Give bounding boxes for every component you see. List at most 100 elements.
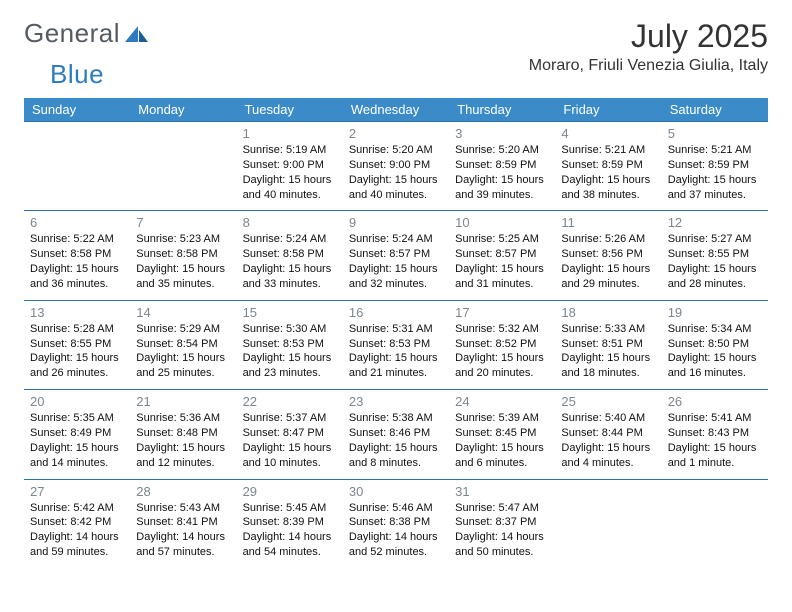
day-number: 5 xyxy=(668,126,762,141)
day-details: Sunrise: 5:46 AMSunset: 8:38 PMDaylight:… xyxy=(349,501,443,560)
calendar-day-cell xyxy=(24,122,130,211)
day-number: 16 xyxy=(349,305,443,320)
day-details: Sunrise: 5:45 AMSunset: 8:39 PMDaylight:… xyxy=(243,501,337,560)
calendar-day-cell: 10 Sunrise: 5:25 AMSunset: 8:57 PMDayligh… xyxy=(449,211,555,300)
calendar-day-cell: 27Sunrise: 5:42 AMSunset: 8:42 PMDayligh… xyxy=(24,479,130,568)
calendar-day-cell: 11 Sunrise: 5:26 AMSunset: 8:56 PMDayligh… xyxy=(555,211,661,300)
calendar-week-row: 20 Sunrise: 5:35 AMSunset: 8:49 PMDayligh… xyxy=(24,390,768,479)
calendar-day-cell: 12 Sunrise: 5:27 AMSunset: 8:55 PMDayligh… xyxy=(662,211,768,300)
calendar-day-cell xyxy=(130,122,236,211)
weekday-header-row: Sunday Monday Tuesday Wednesday Thursday… xyxy=(24,98,768,122)
calendar-week-row: 1 Sunrise: 5:19 AMSunset: 9:00 PMDaylight… xyxy=(24,122,768,211)
day-number: 31 xyxy=(455,484,549,499)
calendar-day-cell: 1 Sunrise: 5:19 AMSunset: 9:00 PMDaylight… xyxy=(237,122,343,211)
day-details: Sunrise: 5:37 AMSunset: 8:47 PMDaylight:… xyxy=(243,411,337,470)
calendar-day-cell: 9Sunrise: 5:24 AMSunset: 8:57 PMDaylight… xyxy=(343,211,449,300)
calendar-day-cell: 20 Sunrise: 5:35 AMSunset: 8:49 PMDayligh… xyxy=(24,390,130,479)
day-details: Sunrise: 5:20 AMSunset: 9:00 PMDaylight:… xyxy=(349,143,443,202)
calendar-day-cell: 4Sunrise: 5:21 AMSunset: 8:59 PMDaylight… xyxy=(555,122,661,211)
day-details: Sunrise: 5:41 AMSunset: 8:43 PMDaylight:… xyxy=(668,411,762,470)
day-details: Sunrise: 5:23 AMSunset: 8:58 PMDaylight:… xyxy=(136,232,230,291)
location-text: Moraro, Friuli Venezia Giulia, Italy xyxy=(529,57,768,75)
weekday-header: Tuesday xyxy=(237,98,343,122)
day-details: Sunrise: 5:28 AMSunset: 8:55 PMDaylight:… xyxy=(30,322,124,381)
calendar-day-cell: 8Sunrise: 5:24 AMSunset: 8:58 PMDaylight… xyxy=(237,211,343,300)
calendar-table: Sunday Monday Tuesday Wednesday Thursday… xyxy=(24,98,768,568)
day-details: Sunrise: 5:35 AMSunset: 8:49 PMDaylight:… xyxy=(30,411,124,470)
day-number: 13 xyxy=(30,305,124,320)
day-details: Sunrise: 5:36 AMSunset: 8:48 PMDaylight:… xyxy=(136,411,230,470)
day-details: Sunrise: 5:21 AMSunset: 8:59 PMDaylight:… xyxy=(668,143,762,202)
day-details: Sunrise: 5:34 AMSunset: 8:50 PMDaylight:… xyxy=(668,322,762,381)
day-details: Sunrise: 5:26 AMSunset: 8:56 PMDaylight:… xyxy=(561,232,655,291)
day-details: Sunrise: 5:31 AMSunset: 8:53 PMDaylight:… xyxy=(349,322,443,381)
day-number: 4 xyxy=(561,126,655,141)
day-number: 12 xyxy=(668,215,762,230)
day-details: Sunrise: 5:29 AMSunset: 8:54 PMDaylight:… xyxy=(136,322,230,381)
weekday-header: Thursday xyxy=(449,98,555,122)
calendar-week-row: 13 Sunrise: 5:28 AMSunset: 8:55 PMDayligh… xyxy=(24,300,768,389)
brand-part1: General xyxy=(24,18,120,49)
day-details: Sunrise: 5:25 AMSunset: 8:57 PMDaylight:… xyxy=(455,232,549,291)
day-number: 18 xyxy=(561,305,655,320)
day-number: 19 xyxy=(668,305,762,320)
day-details: Sunrise: 5:47 AMSunset: 8:37 PMDaylight:… xyxy=(455,501,549,560)
day-details: Sunrise: 5:27 AMSunset: 8:55 PMDaylight:… xyxy=(668,232,762,291)
calendar-day-cell xyxy=(662,479,768,568)
day-details: Sunrise: 5:20 AMSunset: 8:59 PMDaylight:… xyxy=(455,143,549,202)
weekday-header: Monday xyxy=(130,98,236,122)
calendar-day-cell: 23Sunrise: 5:38 AMSunset: 8:46 PMDayligh… xyxy=(343,390,449,479)
calendar-day-cell: 5 Sunrise: 5:21 AMSunset: 8:59 PMDaylight… xyxy=(662,122,768,211)
weekday-header: Sunday xyxy=(24,98,130,122)
day-details: Sunrise: 5:43 AMSunset: 8:41 PMDaylight:… xyxy=(136,501,230,560)
calendar-day-cell: 17Sunrise: 5:32 AMSunset: 8:52 PMDayligh… xyxy=(449,300,555,389)
calendar-day-cell: 3 Sunrise: 5:20 AMSunset: 8:59 PMDaylight… xyxy=(449,122,555,211)
weekday-header: Saturday xyxy=(662,98,768,122)
calendar-day-cell: 14 Sunrise: 5:29 AMSunset: 8:54 PMDayligh… xyxy=(130,300,236,389)
sail-icon xyxy=(125,24,149,44)
day-number: 2 xyxy=(349,126,443,141)
calendar-day-cell: 31 Sunrise: 5:47 AMSunset: 8:37 PMDayligh… xyxy=(449,479,555,568)
calendar-day-cell: 16 Sunrise: 5:31 AMSunset: 8:53 PMDayligh… xyxy=(343,300,449,389)
calendar-week-row: 27Sunrise: 5:42 AMSunset: 8:42 PMDayligh… xyxy=(24,479,768,568)
day-details: Sunrise: 5:22 AMSunset: 8:58 PMDaylight:… xyxy=(30,232,124,291)
calendar-day-cell: 19 Sunrise: 5:34 AMSunset: 8:50 PMDayligh… xyxy=(662,300,768,389)
calendar-day-cell: 24Sunrise: 5:39 AMSunset: 8:45 PMDayligh… xyxy=(449,390,555,479)
calendar-day-cell: 25Sunrise: 5:40 AMSunset: 8:44 PMDayligh… xyxy=(555,390,661,479)
brand-logo: General xyxy=(24,18,153,49)
day-number: 11 xyxy=(561,215,655,230)
day-number: 9 xyxy=(349,215,443,230)
day-details: Sunrise: 5:39 AMSunset: 8:45 PMDaylight:… xyxy=(455,411,549,470)
calendar-day-cell: 18 Sunrise: 5:33 AMSunset: 8:51 PMDayligh… xyxy=(555,300,661,389)
day-number: 10 xyxy=(455,215,549,230)
day-number: 8 xyxy=(243,215,337,230)
day-number: 26 xyxy=(668,394,762,409)
day-number: 22 xyxy=(243,394,337,409)
day-number: 23 xyxy=(349,394,443,409)
day-number: 14 xyxy=(136,305,230,320)
calendar-day-cell: 22 Sunrise: 5:37 AMSunset: 8:47 PMDayligh… xyxy=(237,390,343,479)
calendar-day-cell xyxy=(555,479,661,568)
calendar-day-cell: 30 Sunrise: 5:46 AMSunset: 8:38 PMDayligh… xyxy=(343,479,449,568)
day-number: 30 xyxy=(349,484,443,499)
calendar-day-cell: 7 Sunrise: 5:23 AMSunset: 8:58 PMDaylight… xyxy=(130,211,236,300)
day-number: 6 xyxy=(30,215,124,230)
day-number: 29 xyxy=(243,484,337,499)
day-details: Sunrise: 5:40 AMSunset: 8:44 PMDaylight:… xyxy=(561,411,655,470)
calendar-week-row: 6 Sunrise: 5:22 AMSunset: 8:58 PMDaylight… xyxy=(24,211,768,300)
calendar-day-cell: 6 Sunrise: 5:22 AMSunset: 8:58 PMDaylight… xyxy=(24,211,130,300)
day-number: 1 xyxy=(243,126,337,141)
calendar-day-cell: 26 Sunrise: 5:41 AMSunset: 8:43 PMDayligh… xyxy=(662,390,768,479)
day-details: Sunrise: 5:33 AMSunset: 8:51 PMDaylight:… xyxy=(561,322,655,381)
day-number: 7 xyxy=(136,215,230,230)
calendar-day-cell: 28Sunrise: 5:43 AMSunset: 8:41 PMDayligh… xyxy=(130,479,236,568)
calendar-day-cell: 13 Sunrise: 5:28 AMSunset: 8:55 PMDayligh… xyxy=(24,300,130,389)
day-details: Sunrise: 5:19 AMSunset: 9:00 PMDaylight:… xyxy=(243,143,337,202)
calendar-day-cell: 2 Sunrise: 5:20 AMSunset: 9:00 PMDaylight… xyxy=(343,122,449,211)
calendar-day-cell: 29 Sunrise: 5:45 AMSunset: 8:39 PMDayligh… xyxy=(237,479,343,568)
day-number: 20 xyxy=(30,394,124,409)
day-number: 3 xyxy=(455,126,549,141)
calendar-day-cell: 21Sunrise: 5:36 AMSunset: 8:48 PMDayligh… xyxy=(130,390,236,479)
day-details: Sunrise: 5:42 AMSunset: 8:42 PMDaylight:… xyxy=(30,501,124,560)
weekday-header: Wednesday xyxy=(343,98,449,122)
